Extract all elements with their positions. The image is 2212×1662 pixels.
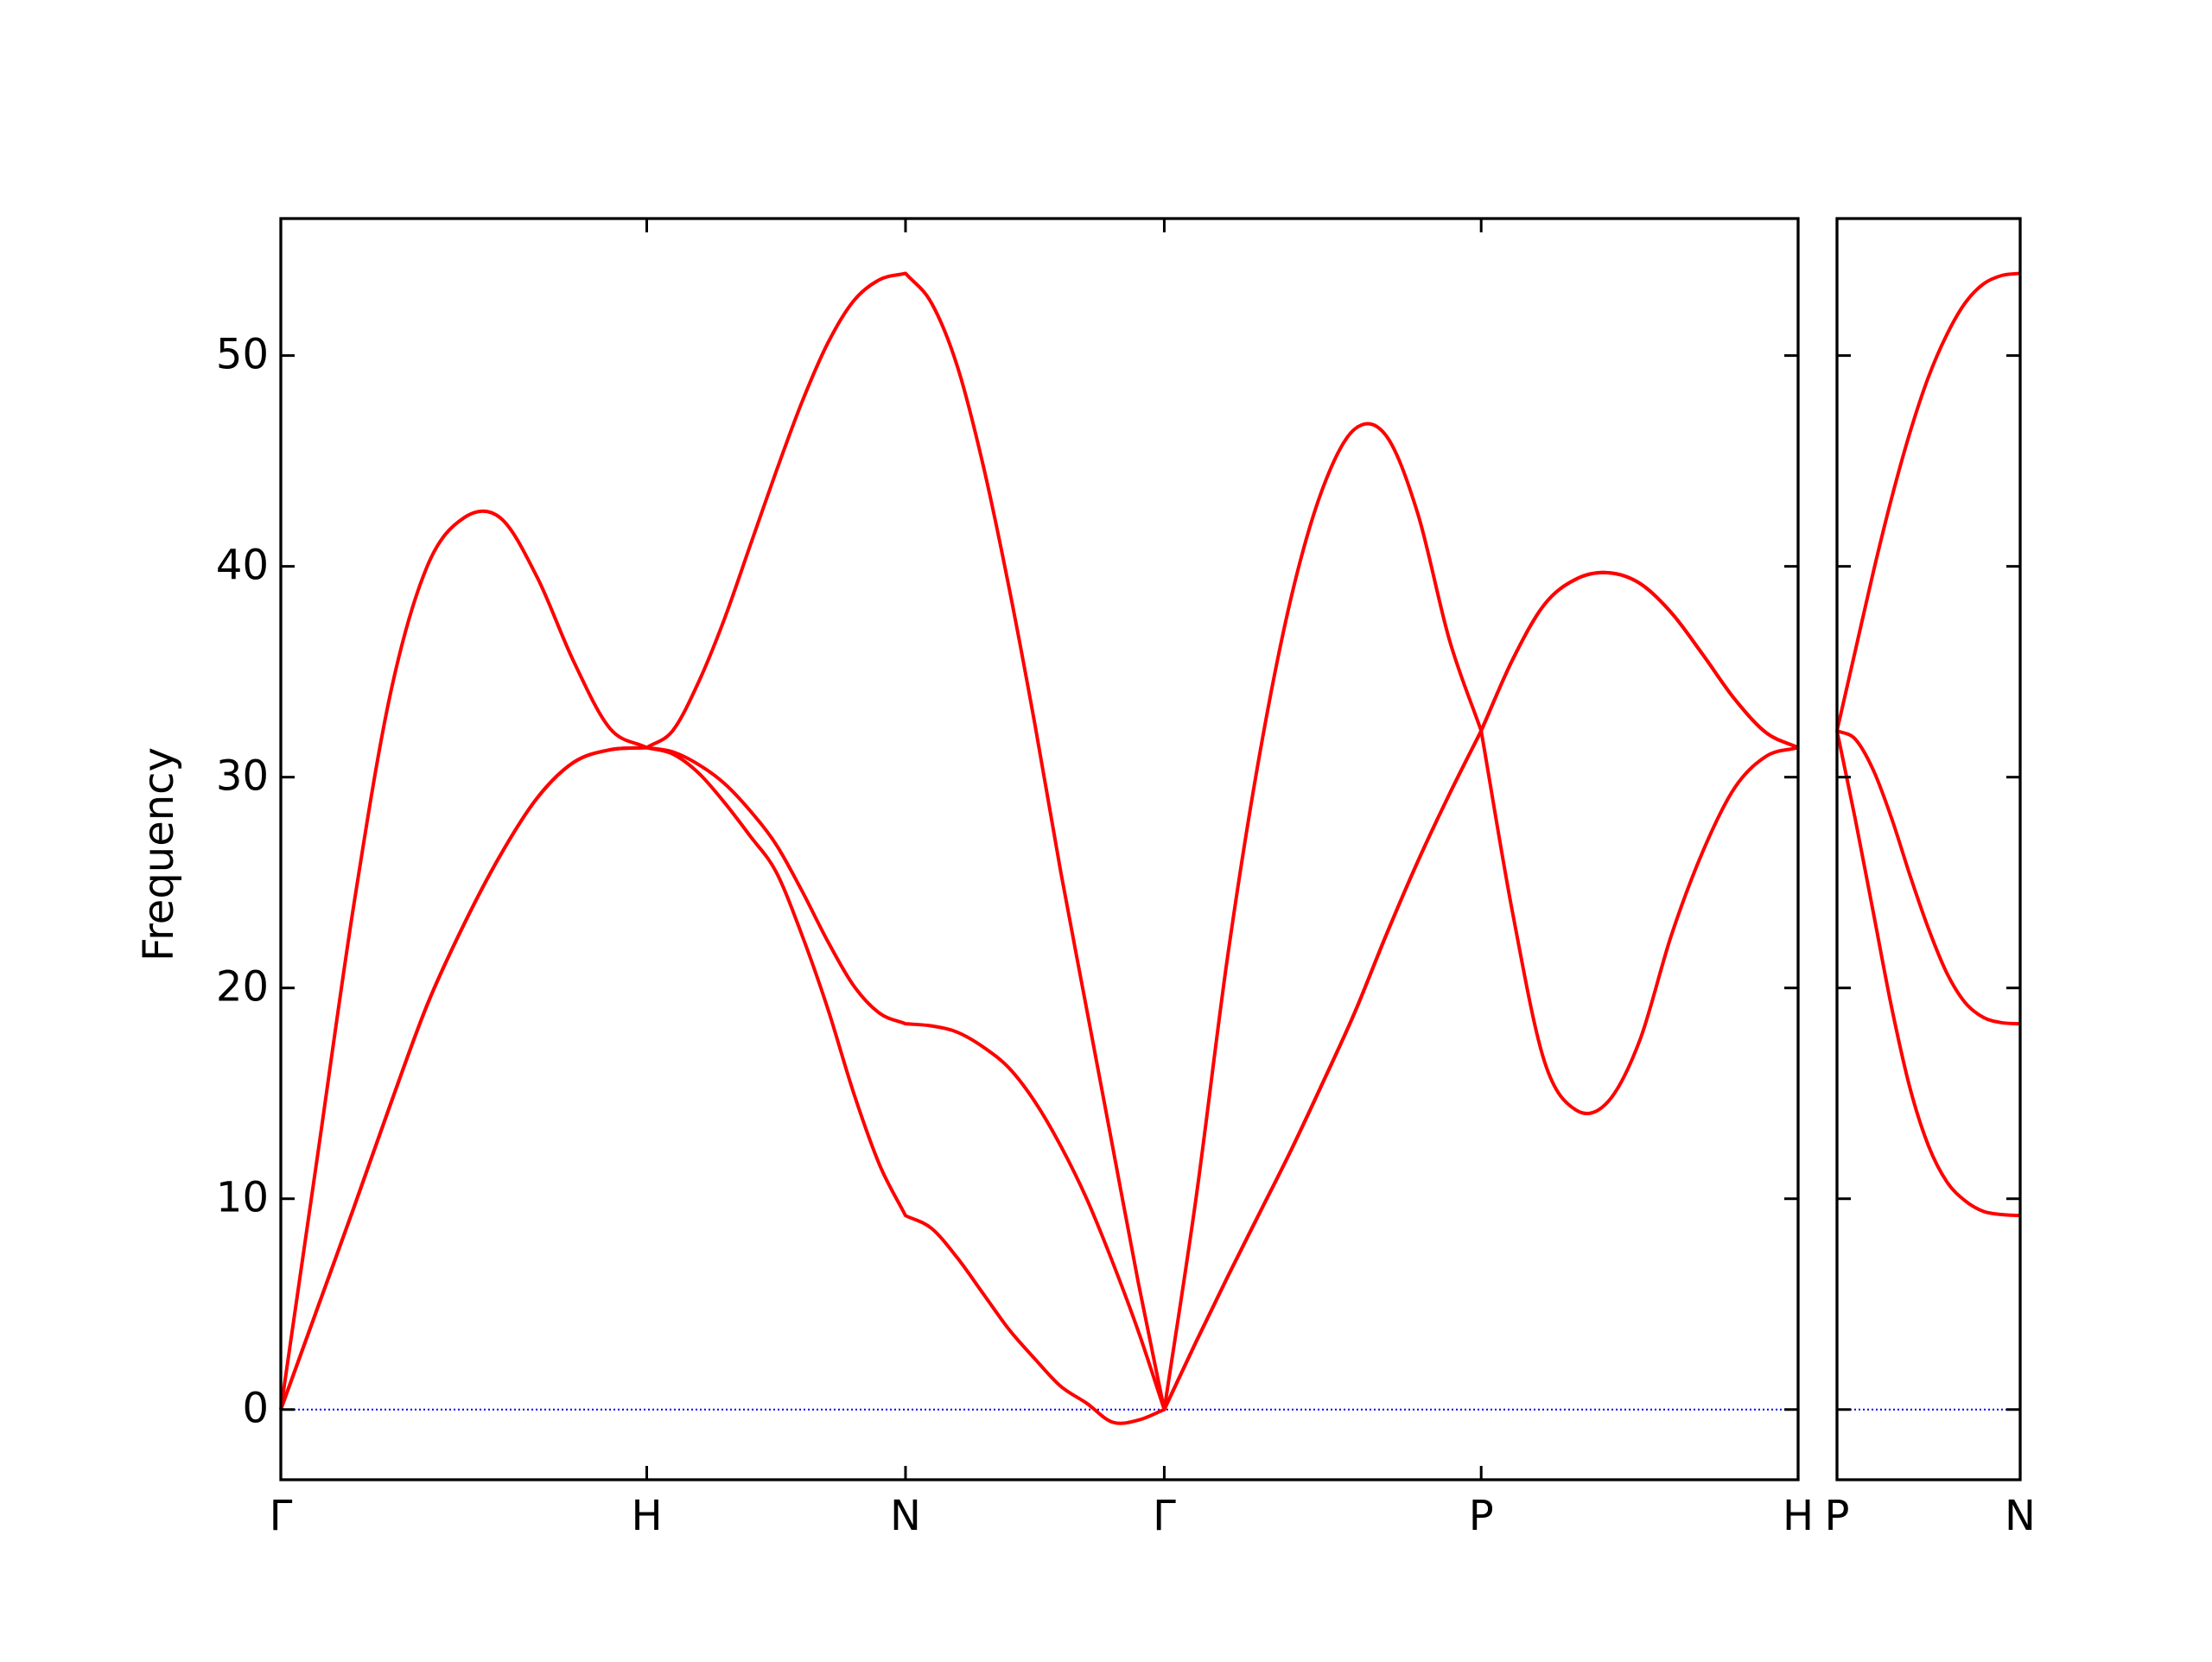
band-line [1835,271,2021,732]
y-axis-label: Frequency [135,747,183,961]
band-line [279,570,1799,1411]
x-tick-label: P [1825,1492,1850,1540]
band-line [279,570,1799,1425]
x-tick-label: P [1469,1492,1494,1540]
x-tick-label: H [631,1492,662,1540]
plot-frame [279,217,1800,1481]
x-tick-label: N [890,1492,921,1540]
y-tick-label: 10 [216,1174,269,1222]
y-tick-label: 50 [216,331,269,379]
y-tick-label: 20 [216,963,269,1012]
x-tick-label: H [1783,1492,1814,1540]
y-tick-label: 0 [242,1385,269,1433]
x-tick-label: Γ [1153,1492,1176,1540]
y-tick-label: 40 [216,542,269,590]
band-line [1835,730,2021,1218]
band-line [1836,729,2021,1026]
x-tick-label: Γ [270,1492,293,1540]
x-tick-label: N [2005,1492,2036,1540]
band-line [279,271,1799,1411]
plot-frame [1835,217,2022,1481]
y-tick-label: 30 [216,752,269,801]
